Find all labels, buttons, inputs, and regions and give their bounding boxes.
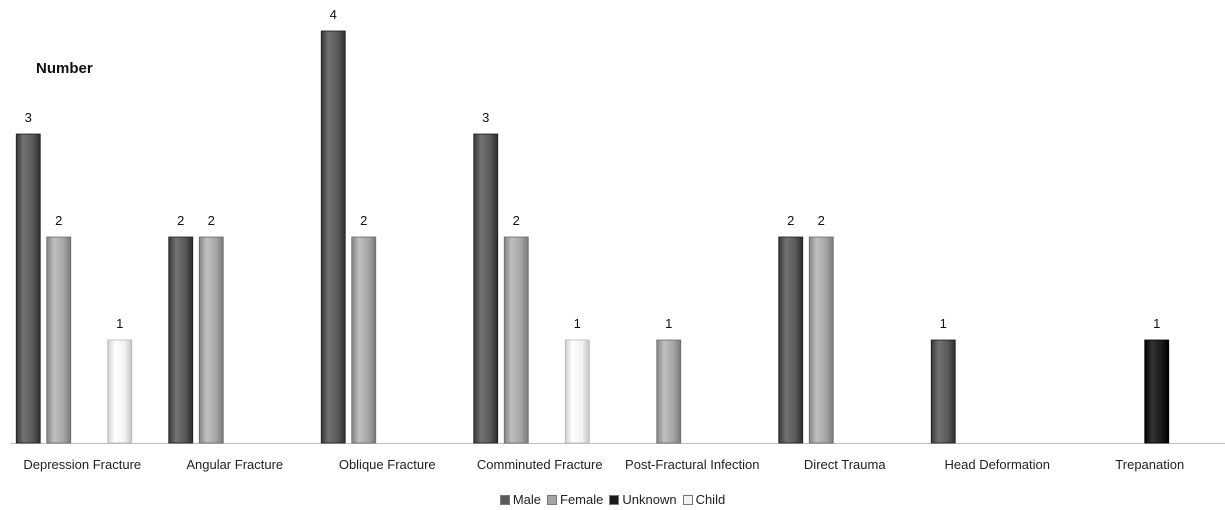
legend-swatch	[682, 494, 693, 505]
bar-female-5	[808, 236, 834, 444]
bar-female-4	[656, 339, 682, 444]
category-label: Angular Fracture	[186, 457, 283, 472]
legend-label: Child	[695, 492, 726, 507]
bar-male-0	[15, 133, 41, 444]
bar-male-3	[473, 133, 499, 444]
legend-item-male: Male	[499, 492, 541, 507]
data-label: 3	[25, 110, 32, 125]
legend-item-unknown: Unknown	[609, 492, 677, 507]
bar-female-3	[503, 236, 529, 444]
bar-female-0	[46, 236, 72, 444]
category-label: Trepanation	[1115, 457, 1184, 472]
data-label: 1	[574, 316, 581, 331]
data-label: 2	[818, 213, 825, 228]
legend-swatch	[547, 494, 557, 505]
y-axis-label: Number	[36, 60, 93, 77]
data-label: 4	[330, 7, 337, 22]
legend-label: Male	[512, 492, 541, 507]
data-label: 1	[1153, 316, 1160, 331]
category-label: Post-Fractural Infection	[625, 457, 759, 472]
legend-swatch	[499, 494, 510, 505]
legend-label: Female	[560, 492, 604, 507]
bar-male-1	[168, 236, 194, 444]
data-label: 2	[787, 213, 794, 228]
bar-female-1	[198, 236, 224, 444]
bar-unknown-7	[1144, 339, 1170, 444]
bar-male-5	[778, 236, 804, 444]
data-label: 3	[482, 110, 489, 125]
legend-label: Unknown	[622, 492, 677, 507]
category-label: Head Deformation	[945, 457, 1051, 472]
category-label: Direct Trauma	[804, 457, 886, 472]
legend-item-female: Female	[547, 492, 603, 507]
legend-swatch	[609, 494, 620, 505]
data-label: 2	[208, 213, 215, 228]
data-label: 2	[55, 213, 62, 228]
category-label: Depression Fracture	[23, 457, 141, 472]
legend: Male Female Unknown Child	[0, 492, 1225, 508]
bar-male-6	[930, 339, 956, 444]
legend-item-child: Child	[682, 492, 726, 507]
data-label: 2	[513, 213, 520, 228]
category-label: Oblique Fracture	[339, 457, 436, 472]
bar-child-0	[107, 339, 133, 444]
data-label: 1	[665, 316, 672, 331]
category-label: Comminuted Fracture	[477, 457, 603, 472]
bar-chart: 3 2 1 Depression Fracture 2 2 Angular Fracture…	[10, 7, 1225, 472]
bar-female-2	[351, 236, 377, 444]
bar-child-3	[564, 339, 590, 444]
bar-male-2	[320, 30, 346, 444]
data-label: 2	[177, 213, 184, 228]
data-label: 1	[116, 316, 123, 331]
data-label: 2	[360, 213, 367, 228]
data-label: 1	[940, 316, 947, 331]
